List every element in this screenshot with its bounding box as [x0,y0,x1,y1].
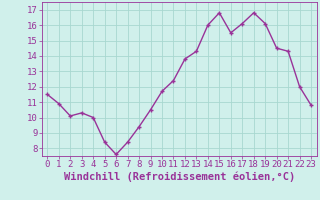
X-axis label: Windchill (Refroidissement éolien,°C): Windchill (Refroidissement éolien,°C) [64,172,295,182]
